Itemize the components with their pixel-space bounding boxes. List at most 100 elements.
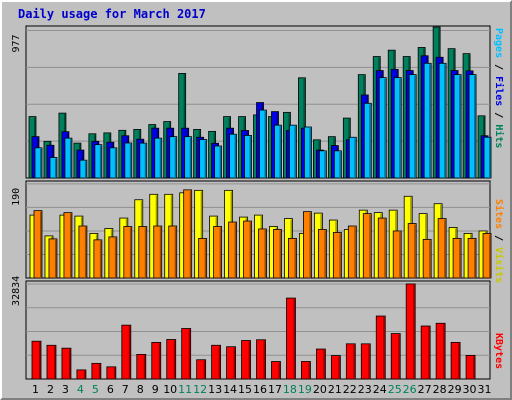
kbytes-bar <box>241 340 251 380</box>
sites-bar-shade <box>444 219 446 278</box>
pages-bar-shade <box>429 64 431 178</box>
sites-bar-shade <box>384 219 386 278</box>
sites-bar <box>123 226 133 279</box>
pages-bar-shade <box>204 140 207 178</box>
right-legend-part: Sites <box>493 199 505 229</box>
pages-bar-shade <box>339 151 341 178</box>
pages-bar <box>109 147 118 179</box>
sites-bar-shade <box>69 213 72 278</box>
sites-bar <box>482 233 492 279</box>
sites-bar <box>228 221 237 279</box>
x-tick-label: 27 <box>418 383 432 396</box>
hits-files-pages-ytick-label: 977 <box>11 34 22 52</box>
sites-bar-shade <box>489 234 491 278</box>
kbytes-bar-shade <box>368 344 370 379</box>
sites-bar-shade <box>84 227 87 278</box>
pages-bar-shade <box>459 75 461 178</box>
sites-bar-shade <box>324 230 326 278</box>
x-tick-label: 2 <box>47 383 54 396</box>
sites-bar-shade <box>129 227 132 278</box>
sites-bar <box>168 225 178 279</box>
pages-bar-shade <box>174 137 177 178</box>
sites-bar <box>407 223 417 279</box>
pages-bar-shade <box>159 139 162 178</box>
x-tick-label: 10 <box>163 383 177 396</box>
sites-bar <box>198 237 208 279</box>
x-tick-label: 19 <box>298 383 312 396</box>
pages-bar-shade <box>40 148 42 178</box>
sites-bar-shade <box>99 240 102 278</box>
kbytes-bar <box>46 344 57 380</box>
sites-bar <box>422 238 432 279</box>
sites-bar-shade <box>354 227 356 278</box>
kbytes-bar-shade <box>398 334 400 379</box>
kbytes-bar <box>106 366 117 380</box>
sites-bar-shade <box>279 230 281 278</box>
sites-bar <box>392 230 402 279</box>
x-tick-label: 16 <box>253 383 267 396</box>
pages-bar <box>289 124 297 179</box>
sites-bar <box>437 218 447 279</box>
sites-bar-shade <box>294 239 296 278</box>
x-tick-label: 14 <box>223 383 237 396</box>
pages-bar-shade <box>189 137 192 178</box>
pages-bar-shade <box>99 145 102 178</box>
sites-bar-shade <box>159 227 162 278</box>
x-tick-label: 9 <box>152 383 159 396</box>
pages-bar-shade <box>444 64 446 178</box>
hits-bar-shade <box>183 74 186 178</box>
right-legend-part: Pages <box>493 28 504 58</box>
kbytes-bar-shade <box>323 350 325 379</box>
kbytes-bar <box>450 341 461 380</box>
pages-bar <box>483 136 492 179</box>
kbytes-bar <box>420 325 431 380</box>
pages-bar <box>34 147 43 179</box>
sites-bar <box>332 232 342 279</box>
pages-bar <box>259 109 267 179</box>
kbytes-bar <box>61 347 72 380</box>
pages-bar <box>274 124 282 179</box>
sites-bar-shade <box>249 222 252 278</box>
x-tick-label: 24 <box>373 383 387 396</box>
x-tick-label: 18 <box>283 383 297 396</box>
sites-bar-shade <box>339 233 341 278</box>
sites-bar <box>48 238 58 279</box>
pages-bar-shade <box>489 138 491 178</box>
kbytes-bar <box>181 328 192 380</box>
pages-bar <box>169 136 178 179</box>
kbytes-bar <box>121 324 132 380</box>
x-tick-label: 30 <box>463 383 477 396</box>
sites-bar-shade <box>399 231 401 278</box>
x-tick-label: 26 <box>403 383 417 396</box>
pages-bar-shade <box>474 75 476 178</box>
kbytes-bar-shade <box>338 356 340 379</box>
kbytes-ytick-label: 32834 <box>11 276 22 306</box>
sites-bar-shade <box>189 190 192 278</box>
right-legend-part: Hits <box>493 124 505 148</box>
right-legend-part: Files <box>493 76 505 106</box>
x-tick-label: 25 <box>388 383 402 396</box>
kbytes-bar-shade <box>458 343 460 379</box>
right-legend-part: KBytes <box>493 333 504 369</box>
pages-bar-shade <box>294 126 296 178</box>
pages-bar <box>423 62 432 179</box>
kbytes-bar <box>345 343 356 380</box>
kbytes-bar-shade <box>143 355 146 379</box>
kbytes-bar-shade <box>233 347 236 379</box>
pages-bar <box>49 157 58 179</box>
x-tick-label: 17 <box>268 383 282 396</box>
sites-bar-shade <box>234 223 237 278</box>
pages-bar-shade <box>249 136 252 178</box>
kbytes-bar <box>330 355 341 380</box>
right-legend-part: / <box>493 106 504 124</box>
kbytes-bar-shade <box>473 356 475 379</box>
pages-bar-shade <box>84 161 87 178</box>
sites-bar <box>93 239 103 279</box>
pages-bar <box>438 62 447 179</box>
x-tick-label: 28 <box>433 383 447 396</box>
x-tick-label: 6 <box>107 383 114 396</box>
x-tick-label: 7 <box>122 383 129 396</box>
pages-bar-shade <box>309 127 311 178</box>
kbytes-bar <box>196 359 207 380</box>
pages-bar <box>318 150 327 179</box>
